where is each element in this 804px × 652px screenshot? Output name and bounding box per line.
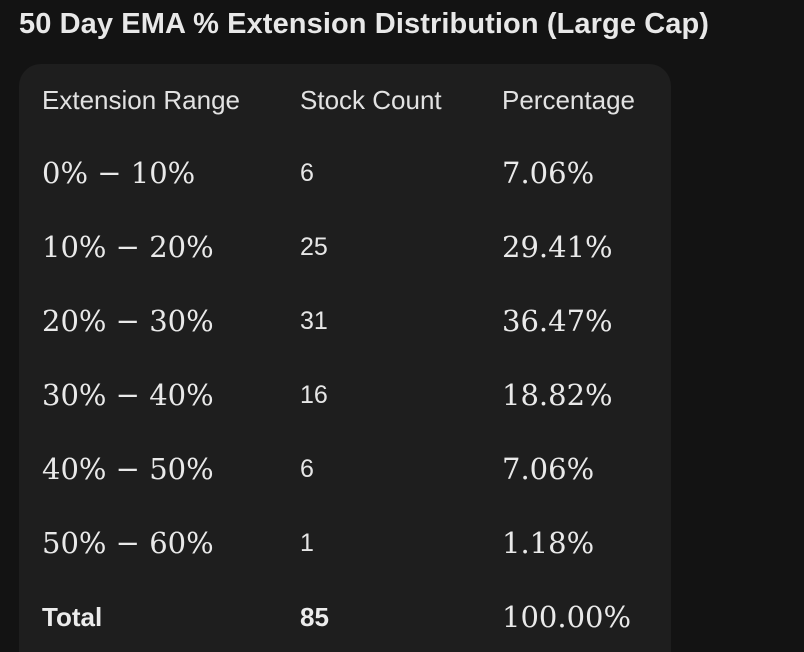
count-cell: 6 [300,454,314,483]
range-cell: 0% − 10% [42,156,196,190]
column-header-stock-count: Stock Count [300,84,442,115]
count-cell: 16 [300,380,328,409]
table-row: 40% − 50% 6 7.06% [19,432,671,506]
count-cell: 25 [300,232,328,261]
table-row: 10% − 20% 25 29.41% [19,210,671,284]
percentage-cell: 1.18% [502,526,595,560]
percentage-cell: 29.41% [502,230,613,264]
total-label: Total [42,601,103,632]
distribution-table-card: Extension Range Stock Count Percentage 0… [19,64,671,652]
table-header-row: Extension Range Stock Count Percentage [19,64,671,136]
total-count: 85 [300,601,329,632]
total-percentage: 100.00% [502,600,632,634]
column-header-extension-range: Extension Range [42,84,241,115]
range-cell: 10% − 20% [42,230,214,264]
table-row: 20% − 30% 31 36.47% [19,284,671,358]
page-title: 50 Day EMA % Extension Distribution (Lar… [19,8,710,40]
range-cell: 50% − 60% [42,526,214,560]
percentage-cell: 18.82% [502,378,613,412]
percentage-cell: 7.06% [502,452,595,486]
table-row: 50% − 60% 1 1.18% [19,506,671,580]
count-cell: 31 [300,306,328,335]
percentage-cell: 7.06% [502,156,595,190]
column-header-percentage: Percentage [502,84,635,115]
count-cell: 1 [300,528,314,557]
range-cell: 30% − 40% [42,378,214,412]
percentage-cell: 36.47% [502,304,613,338]
range-cell: 40% − 50% [42,452,214,486]
table-total-row: Total 85 100.00% [19,580,671,652]
table-row: 0% − 10% 6 7.06% [19,136,671,210]
count-cell: 6 [300,158,314,187]
distribution-table: Extension Range Stock Count Percentage 0… [19,64,671,652]
table-row: 30% − 40% 16 18.82% [19,358,671,432]
range-cell: 20% − 30% [42,304,214,338]
